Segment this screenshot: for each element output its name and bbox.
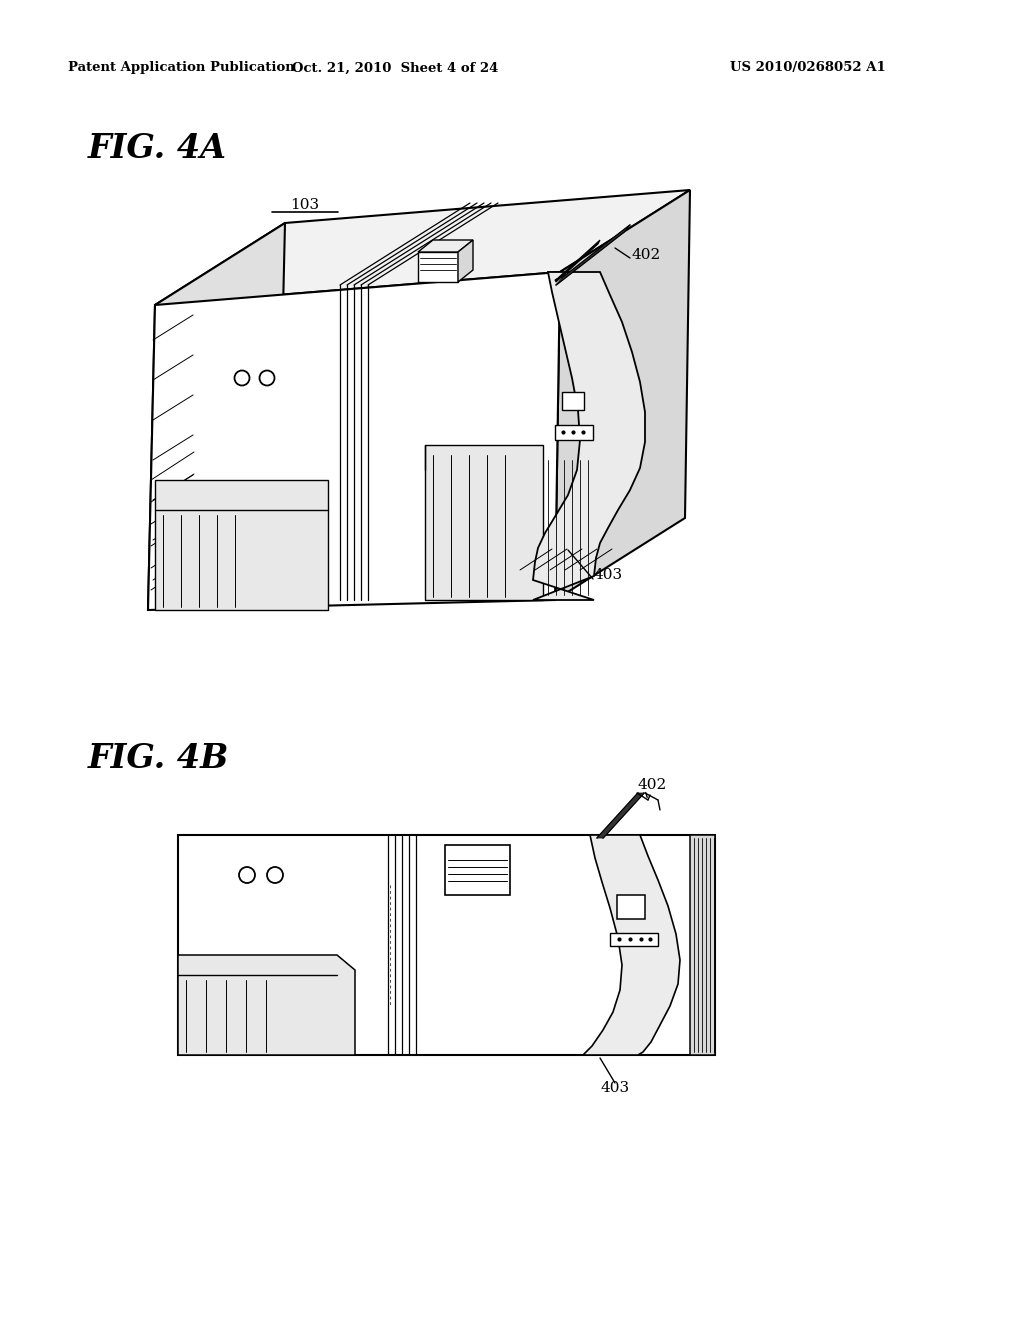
Polygon shape: [148, 272, 560, 610]
Polygon shape: [555, 240, 600, 282]
Text: US 2010/0268052 A1: US 2010/0268052 A1: [730, 62, 886, 74]
Text: 103: 103: [291, 198, 319, 213]
Polygon shape: [617, 895, 645, 919]
Polygon shape: [556, 224, 630, 285]
Text: 402: 402: [632, 248, 662, 261]
Text: Patent Application Publication: Patent Application Publication: [68, 62, 295, 74]
Text: 402: 402: [638, 777, 668, 792]
Polygon shape: [690, 836, 715, 1055]
Text: FIG. 4B: FIG. 4B: [88, 742, 229, 775]
Polygon shape: [597, 793, 644, 838]
Polygon shape: [178, 836, 715, 1055]
Polygon shape: [445, 845, 510, 895]
Polygon shape: [577, 836, 680, 1055]
Polygon shape: [425, 445, 543, 601]
Polygon shape: [458, 240, 473, 282]
Polygon shape: [155, 480, 328, 610]
Polygon shape: [534, 272, 645, 601]
Polygon shape: [178, 954, 355, 1055]
Text: 403: 403: [600, 1081, 630, 1096]
Text: 403: 403: [594, 568, 624, 582]
Polygon shape: [610, 933, 658, 946]
Polygon shape: [418, 240, 473, 252]
Polygon shape: [555, 190, 690, 601]
Polygon shape: [148, 223, 285, 610]
Text: FIG. 4A: FIG. 4A: [88, 132, 227, 165]
Polygon shape: [155, 190, 690, 305]
Text: Oct. 21, 2010  Sheet 4 of 24: Oct. 21, 2010 Sheet 4 of 24: [292, 62, 499, 74]
Polygon shape: [555, 425, 593, 440]
Polygon shape: [562, 392, 584, 411]
Polygon shape: [418, 252, 458, 282]
